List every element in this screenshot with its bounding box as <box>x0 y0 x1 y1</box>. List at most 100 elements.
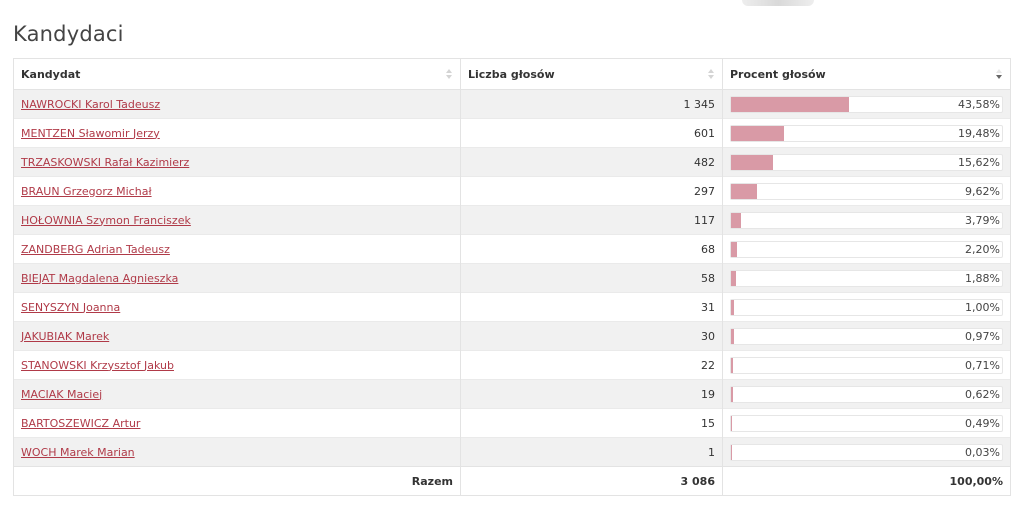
votes-cell: 1 <box>460 437 723 467</box>
percent-bar: 43,58% <box>730 95 1003 113</box>
percent-label: 19,48% <box>958 126 1000 140</box>
percent-label: 0,62% <box>965 387 1000 401</box>
candidate-link[interactable]: ZANDBERG Adrian Tadeusz <box>21 242 170 256</box>
candidate-link[interactable]: MENTZEN Sławomir Jerzy <box>21 126 160 140</box>
candidate-link[interactable]: SENYSZYN Joanna <box>21 300 121 314</box>
candidate-cell: BIEJAT Magdalena Agnieszka <box>13 263 461 293</box>
candidate-link[interactable]: WOCH Marek Marian <box>21 445 135 459</box>
table-row: MENTZEN Sławomir Jerzy 601 19,48% <box>13 118 1011 148</box>
percent-bar: 15,62% <box>730 153 1003 171</box>
candidates-table: Kandydat Liczba głosów Procent głosów NA… <box>13 58 1011 496</box>
votes-cell: 19 <box>460 379 723 409</box>
percent-cell: 2,20% <box>722 234 1011 264</box>
total-percent: 100,00% <box>722 466 1011 496</box>
table-row: JAKUBIAK Marek 30 0,97% <box>13 321 1011 351</box>
top-decorative-graphic <box>742 0 814 6</box>
votes-cell: 22 <box>460 350 723 380</box>
table-row: TRZASKOWSKI Rafał Kazimierz 482 15,62% <box>13 147 1011 177</box>
table-row: SENYSZYN Joanna 31 1,00% <box>13 292 1011 322</box>
percent-label: 43,58% <box>958 97 1000 111</box>
table-header-row: Kandydat Liczba głosów Procent głosów <box>13 58 1011 90</box>
percent-label: 2,20% <box>965 242 1000 256</box>
percent-cell: 1,88% <box>722 263 1011 293</box>
percent-bar-fill <box>731 328 734 344</box>
candidate-link[interactable]: NAWROCKI Karol Tadeusz <box>21 97 161 111</box>
percent-label: 3,79% <box>965 213 1000 227</box>
header-kandydat[interactable]: Kandydat <box>13 58 461 90</box>
table-row: BIEJAT Magdalena Agnieszka 58 1,88% <box>13 263 1011 293</box>
candidate-link[interactable]: BRAUN Grzegorz Michał <box>21 184 152 198</box>
percent-bar-fill <box>731 96 850 112</box>
percent-bar: 0,03% <box>730 443 1003 461</box>
percent-bar: 1,00% <box>730 298 1003 316</box>
percent-cell: 0,03% <box>722 437 1011 467</box>
section-title: Kandydaci <box>13 22 124 46</box>
percent-cell: 0,97% <box>722 321 1011 351</box>
percent-bar-fill <box>731 154 774 170</box>
candidate-link[interactable]: MACIAK Maciej <box>21 387 103 401</box>
percent-label: 1,00% <box>965 300 1000 314</box>
votes-cell: 297 <box>460 176 723 206</box>
votes-cell: 482 <box>460 147 723 177</box>
votes-cell: 601 <box>460 118 723 148</box>
candidate-link[interactable]: JAKUBIAK Marek <box>21 329 110 343</box>
candidate-link[interactable]: BIEJAT Magdalena Agnieszka <box>21 271 179 285</box>
votes-cell: 58 <box>460 263 723 293</box>
header-label: Kandydat <box>21 67 81 81</box>
candidate-cell: BARTOSZEWICZ Artur <box>13 408 461 438</box>
candidate-cell: MACIAK Maciej <box>13 379 461 409</box>
percent-bar-fill <box>731 299 734 315</box>
total-label: Razem <box>13 466 461 496</box>
header-label: Procent głosów <box>730 67 826 81</box>
percent-bar: 0,49% <box>730 414 1003 432</box>
votes-cell: 68 <box>460 234 723 264</box>
percent-bar-fill <box>731 386 733 402</box>
candidate-cell: WOCH Marek Marian <box>13 437 461 467</box>
table-row: BRAUN Grzegorz Michał 297 9,62% <box>13 176 1011 206</box>
percent-cell: 19,48% <box>722 118 1011 148</box>
candidate-cell: TRZASKOWSKI Rafał Kazimierz <box>13 147 461 177</box>
percent-bar: 1,88% <box>730 269 1003 287</box>
votes-cell: 117 <box>460 205 723 235</box>
percent-bar-fill <box>731 357 733 373</box>
percent-bar-fill <box>731 415 733 431</box>
percent-label: 0,71% <box>965 358 1000 372</box>
candidate-cell: SENYSZYN Joanna <box>13 292 461 322</box>
table-row: WOCH Marek Marian 1 0,03% <box>13 437 1011 467</box>
votes-cell: 15 <box>460 408 723 438</box>
percent-cell: 43,58% <box>722 89 1011 119</box>
percent-cell: 9,62% <box>722 176 1011 206</box>
candidate-cell: BRAUN Grzegorz Michał <box>13 176 461 206</box>
votes-cell: 31 <box>460 292 723 322</box>
candidate-link[interactable]: HOŁOWNIA Szymon Franciszek <box>21 213 191 227</box>
header-liczba-glosow[interactable]: Liczba głosów <box>460 58 723 90</box>
header-procent-glosow[interactable]: Procent głosów <box>722 58 1011 90</box>
percent-cell: 15,62% <box>722 147 1011 177</box>
percent-label: 15,62% <box>958 155 1000 169</box>
percent-bar-fill <box>731 241 737 257</box>
percent-cell: 1,00% <box>722 292 1011 322</box>
header-label: Liczba głosów <box>468 67 555 81</box>
votes-cell: 1 345 <box>460 89 723 119</box>
percent-label: 0,49% <box>965 416 1000 430</box>
table-row: STANOWSKI Krzysztof Jakub 22 0,71% <box>13 350 1011 380</box>
percent-cell: 3,79% <box>722 205 1011 235</box>
sort-icon <box>708 68 714 80</box>
candidate-link[interactable]: BARTOSZEWICZ Artur <box>21 416 141 430</box>
candidate-link[interactable]: STANOWSKI Krzysztof Jakub <box>21 358 174 372</box>
candidate-cell: HOŁOWNIA Szymon Franciszek <box>13 205 461 235</box>
candidate-cell: JAKUBIAK Marek <box>13 321 461 351</box>
percent-cell: 0,49% <box>722 408 1011 438</box>
table-row: BARTOSZEWICZ Artur 15 0,49% <box>13 408 1011 438</box>
total-row: Razem 3 086 100,00% <box>13 466 1011 496</box>
candidate-link[interactable]: TRZASKOWSKI Rafał Kazimierz <box>21 155 190 169</box>
percent-bar: 0,97% <box>730 327 1003 345</box>
total-votes: 3 086 <box>460 466 723 496</box>
percent-bar-fill <box>731 125 784 141</box>
candidate-cell: NAWROCKI Karol Tadeusz <box>13 89 461 119</box>
percent-bar: 0,71% <box>730 356 1003 374</box>
votes-cell: 30 <box>460 321 723 351</box>
sort-desc-icon <box>996 68 1002 80</box>
percent-bar: 2,20% <box>730 240 1003 258</box>
percent-cell: 0,62% <box>722 379 1011 409</box>
